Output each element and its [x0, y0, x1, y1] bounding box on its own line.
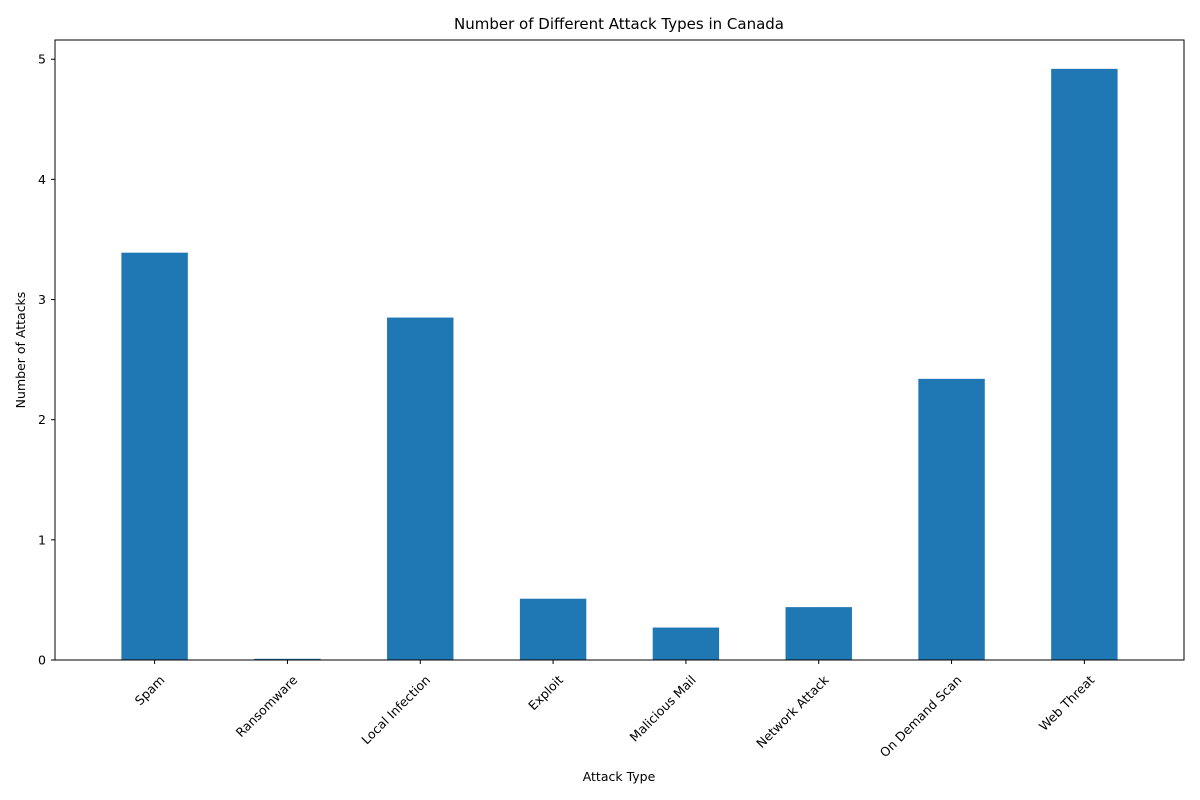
bar-malicious-mail	[652, 627, 720, 660]
x-axis-title: Attack Type	[583, 769, 656, 784]
y-axis-title: Number of Attacks	[13, 292, 28, 409]
y-tick-label: 1	[38, 532, 46, 547]
bar-network-attack	[785, 607, 852, 660]
y-axis: 0 1 2 3 4 5	[38, 52, 55, 668]
y-tick-label: 0	[38, 653, 46, 668]
bars-group	[121, 68, 1118, 660]
bar-local-infection	[387, 317, 454, 660]
bar-web-threat	[1051, 68, 1118, 660]
chart-title: Number of Different Attack Types in Cana…	[454, 15, 784, 33]
bar-ransomware	[254, 658, 321, 660]
plot-frame	[54, 39, 1185, 661]
bar-on-demand-scan	[918, 378, 985, 660]
y-tick-label: 4	[38, 172, 46, 187]
y-tick-label: 5	[38, 52, 46, 67]
bar-exploit	[519, 598, 587, 660]
y-tick-label: 3	[38, 292, 46, 307]
y-tick-label: 2	[38, 412, 46, 427]
bar-spam	[121, 252, 188, 660]
